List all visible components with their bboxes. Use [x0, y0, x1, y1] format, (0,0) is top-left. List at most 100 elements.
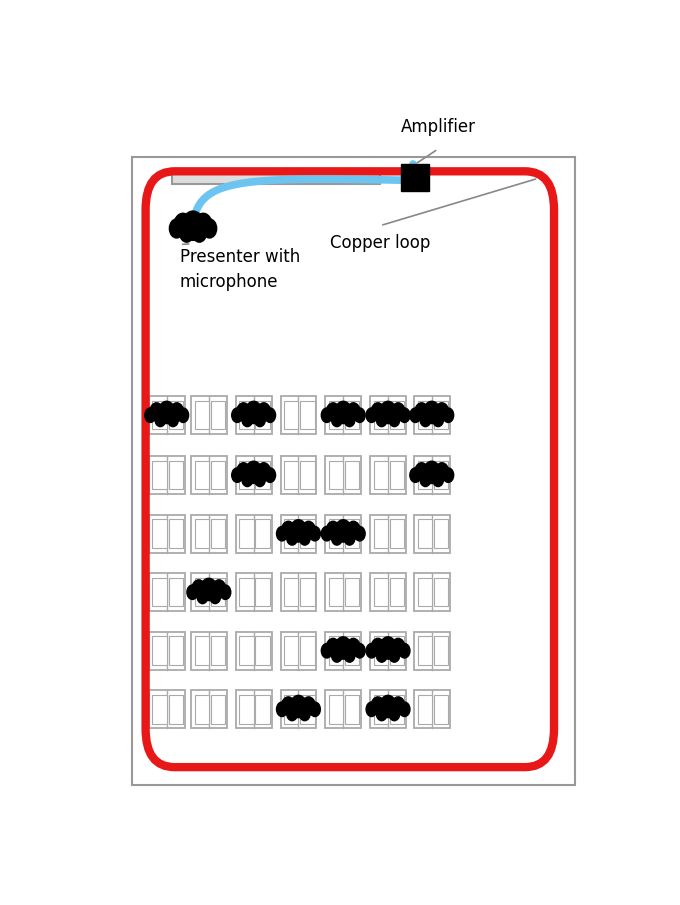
Circle shape [169, 219, 184, 238]
Circle shape [302, 697, 316, 715]
Bar [434, 636, 448, 665]
Bar [374, 695, 388, 724]
Bar [256, 401, 270, 430]
Circle shape [392, 638, 405, 656]
Circle shape [379, 695, 396, 718]
Bar [281, 456, 316, 494]
Bar [239, 578, 254, 606]
Bar [194, 636, 209, 665]
Circle shape [245, 462, 262, 483]
Circle shape [309, 527, 320, 541]
Bar [284, 636, 299, 665]
Circle shape [443, 408, 454, 423]
Bar [414, 691, 449, 729]
Bar [418, 519, 432, 548]
Circle shape [232, 408, 243, 423]
Bar [152, 461, 167, 490]
Circle shape [354, 643, 365, 658]
Bar [191, 456, 226, 494]
Bar [191, 632, 226, 670]
Bar [256, 461, 270, 490]
Circle shape [376, 706, 387, 720]
Circle shape [287, 530, 298, 545]
Circle shape [415, 403, 428, 421]
Bar [236, 632, 271, 670]
Circle shape [245, 401, 262, 424]
Bar [301, 636, 315, 665]
Circle shape [182, 211, 204, 241]
Circle shape [420, 472, 431, 487]
Circle shape [326, 403, 340, 421]
Bar [149, 396, 184, 434]
Bar [414, 632, 449, 670]
Circle shape [379, 401, 396, 424]
Bar [169, 519, 183, 548]
Circle shape [371, 403, 385, 421]
Bar [329, 636, 343, 665]
Bar [236, 396, 271, 434]
Bar [284, 695, 299, 724]
Circle shape [194, 214, 212, 237]
Bar [329, 578, 343, 606]
Bar [434, 519, 448, 548]
Circle shape [371, 697, 385, 715]
Circle shape [326, 521, 340, 539]
Bar [194, 401, 209, 430]
Bar [239, 695, 254, 724]
Bar [390, 401, 404, 430]
Circle shape [282, 697, 295, 715]
Circle shape [220, 585, 231, 599]
Circle shape [299, 706, 310, 720]
Circle shape [237, 462, 250, 481]
Bar [390, 636, 404, 665]
Text: Amplifier: Amplifier [401, 119, 475, 137]
Circle shape [354, 408, 365, 423]
Bar [418, 636, 432, 665]
Bar [256, 578, 270, 606]
Bar [345, 519, 359, 548]
Bar [239, 461, 254, 490]
Bar [325, 456, 361, 494]
Bar [281, 396, 316, 434]
Bar [191, 691, 226, 729]
Circle shape [202, 219, 217, 238]
Bar [345, 636, 359, 665]
Bar [390, 461, 404, 490]
Bar [434, 578, 448, 606]
Bar [434, 461, 448, 490]
Circle shape [302, 521, 316, 539]
Circle shape [344, 530, 355, 545]
Bar [191, 515, 226, 553]
Bar [414, 515, 449, 553]
Bar [418, 695, 432, 724]
Circle shape [170, 403, 184, 421]
Circle shape [376, 648, 387, 662]
Circle shape [326, 638, 340, 656]
Circle shape [192, 580, 205, 597]
Circle shape [242, 472, 253, 487]
Circle shape [232, 468, 243, 482]
Circle shape [371, 638, 385, 656]
Circle shape [389, 412, 400, 426]
Circle shape [354, 527, 365, 541]
Bar [169, 695, 183, 724]
Circle shape [322, 408, 333, 423]
Bar [281, 573, 316, 612]
Circle shape [420, 412, 431, 426]
Circle shape [392, 697, 405, 715]
Bar [284, 401, 299, 430]
Circle shape [201, 578, 218, 601]
Circle shape [254, 412, 265, 426]
Bar [281, 515, 316, 553]
Bar [211, 461, 225, 490]
Circle shape [399, 702, 410, 717]
Bar [284, 461, 299, 490]
Circle shape [177, 408, 188, 423]
Circle shape [366, 643, 377, 658]
Bar [345, 695, 359, 724]
Bar [434, 695, 448, 724]
Bar [414, 456, 449, 494]
Circle shape [187, 585, 198, 599]
Bar [325, 691, 361, 729]
Circle shape [290, 519, 307, 542]
